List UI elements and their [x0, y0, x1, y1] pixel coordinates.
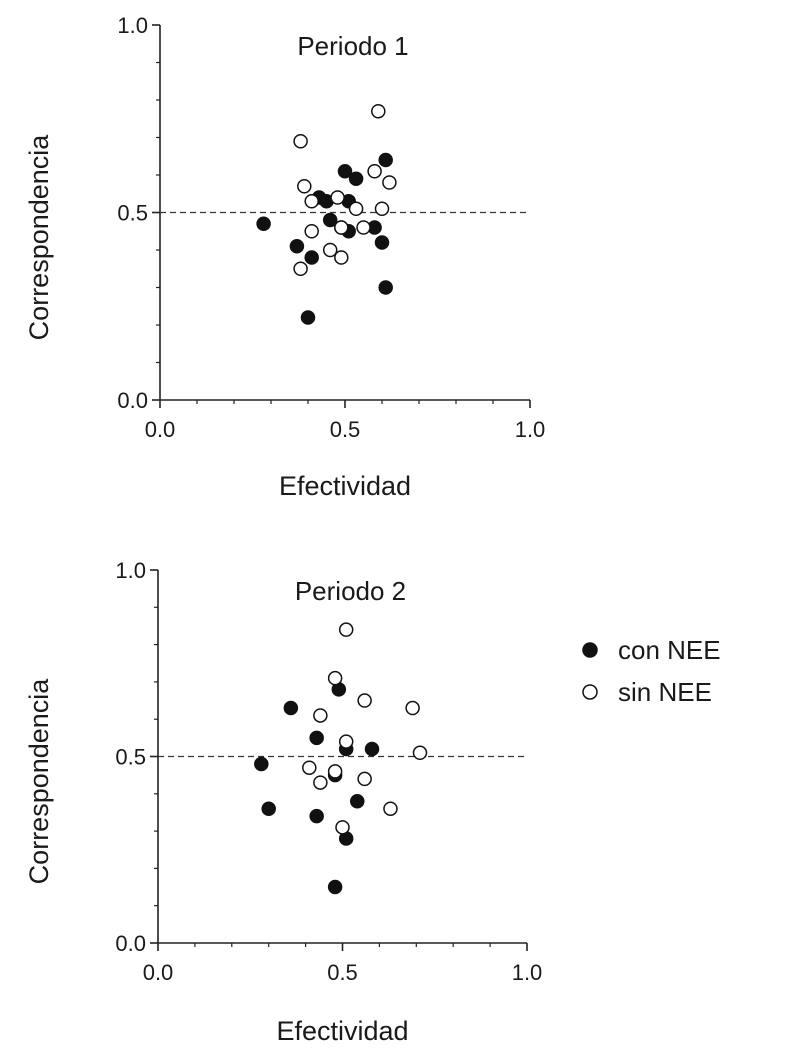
y-tick-label: 1.0: [115, 558, 146, 583]
x-tick-label: 1.0: [515, 417, 546, 442]
panel-title: Periodo 2: [295, 576, 406, 606]
legend-label-sin-nee: sin NEE: [618, 677, 712, 707]
point-con-nee: [289, 239, 305, 254]
point-sin-nee: [382, 175, 397, 190]
point-con-nee: [378, 152, 393, 168]
point-sin-nee: [374, 201, 390, 216]
point-sin-nee: [338, 622, 354, 637]
point-sin-nee: [348, 201, 364, 216]
point-con-nee: [350, 794, 365, 809]
scatter-panel-periodo-2: 0.0 0.5 1.0 0.0 0.5 1.0 Periodo 2 Efectividad Co…: [24, 558, 542, 1046]
x-axis-label: Efectividad: [276, 1016, 408, 1046]
point-sin-nee: [335, 820, 350, 835]
point-sin-nee: [302, 760, 317, 775]
x-tick-label: 1.0: [512, 960, 543, 985]
point-con-nee: [300, 310, 316, 325]
point-con-nee: [378, 280, 393, 295]
point-con-nee: [364, 741, 380, 757]
point-sin-nee: [357, 693, 372, 708]
point-sin-nee: [327, 670, 343, 686]
x-axis-label: Efectividad: [279, 471, 411, 501]
point-con-nee: [337, 164, 353, 179]
y-tick-label: 0.5: [117, 201, 148, 226]
point-con-nee: [304, 250, 319, 265]
point-sin-nee: [330, 190, 345, 205]
point-sin-nee: [367, 164, 382, 179]
point-con-nee: [283, 700, 299, 716]
point-sin-nee: [304, 194, 319, 209]
point-sin-nee: [304, 224, 319, 239]
point-con-nee: [327, 879, 343, 895]
legend-marker-con-nee: [582, 642, 598, 658]
y-axis-label: Correspondencia: [24, 134, 54, 341]
point-con-nee: [322, 212, 338, 228]
point-con-nee: [309, 730, 324, 746]
point-sin-nee: [334, 250, 349, 265]
point-sin-nee: [334, 220, 349, 235]
x-tick-label: 0.0: [143, 960, 174, 985]
point-sin-nee: [405, 700, 420, 716]
legend-marker-sin-nee: [582, 684, 598, 700]
y-axis-label: Correspondencia: [24, 678, 54, 885]
point-sin-nee: [357, 771, 372, 787]
point-sin-nee: [293, 134, 308, 149]
x-tick-label: 0.0: [145, 417, 176, 442]
point-sin-nee: [322, 242, 338, 258]
point-sin-nee: [371, 104, 386, 119]
point-con-nee: [374, 235, 390, 250]
point-sin-nee: [412, 745, 428, 761]
scatter-panel-periodo-1: 0.0 0.5 1.0 0.0 0.5 1.0 Periodo 1 Efectividad Co…: [24, 13, 545, 501]
point-con-nee: [256, 216, 271, 231]
point-sin-nee: [356, 220, 371, 235]
point-sin-nee: [338, 734, 354, 749]
y-tick-label: 0.0: [117, 388, 148, 413]
legend: con NEE sin NEE: [582, 635, 721, 707]
x-tick-label: 0.5: [327, 960, 358, 985]
y-tick-label: 1.0: [117, 13, 148, 38]
point-sin-nee: [383, 801, 398, 816]
x-tick-label: 0.5: [330, 417, 361, 442]
point-sin-nee: [313, 708, 328, 723]
point-sin-nee: [293, 261, 308, 276]
panel-title: Periodo 1: [297, 31, 408, 61]
point-con-nee: [261, 801, 276, 816]
point-sin-nee: [297, 179, 312, 194]
legend-label-con-nee: con NEE: [618, 635, 721, 665]
point-sin-nee: [327, 764, 343, 779]
point-sin-nee: [313, 775, 328, 790]
point-con-nee: [254, 756, 269, 772]
y-tick-label: 0.0: [115, 931, 146, 956]
point-con-nee: [348, 171, 364, 186]
y-tick-label: 0.5: [115, 745, 146, 770]
point-con-nee: [309, 808, 324, 824]
